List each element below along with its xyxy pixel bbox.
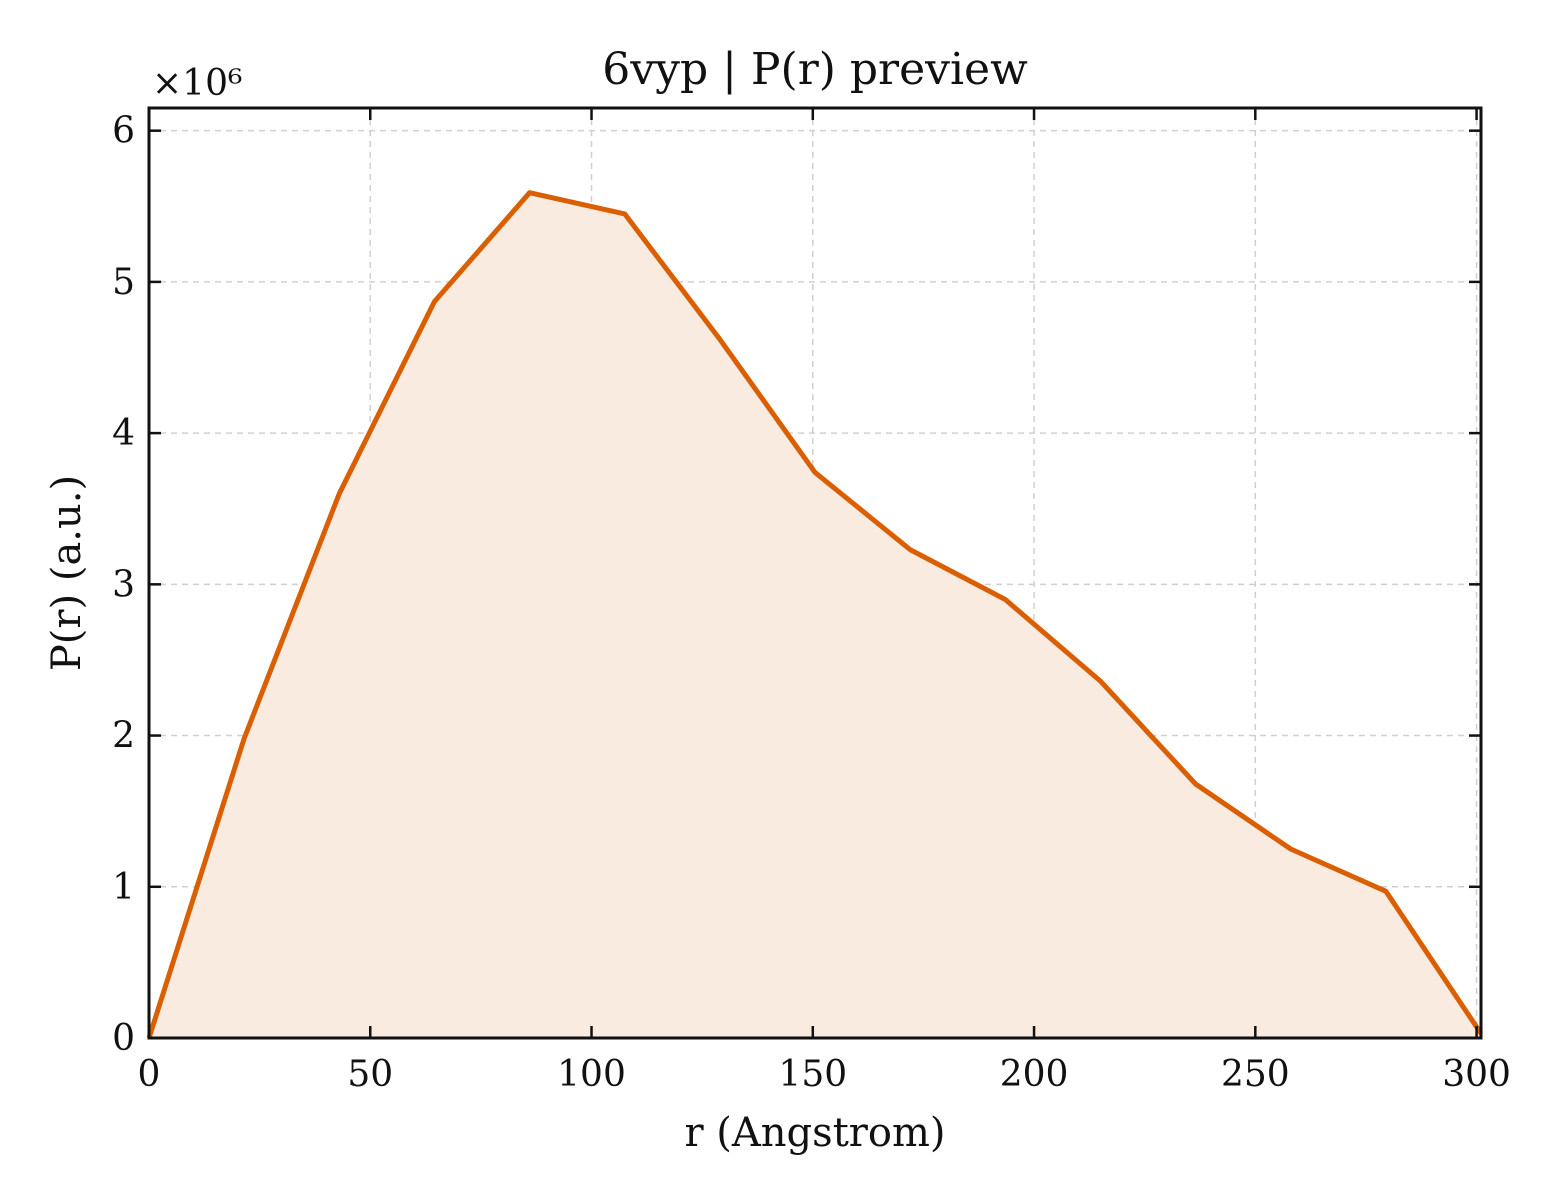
pr-area-fill xyxy=(149,192,1481,1038)
y-axis-multiplier: ×10⁶ xyxy=(152,63,242,104)
x-tick-label: 150 xyxy=(778,1054,847,1095)
y-tick-label: 0 xyxy=(112,1018,135,1059)
x-axis-label: r (Angstrom) xyxy=(684,1110,945,1156)
y-tick-label: 1 xyxy=(112,867,135,908)
x-tick-label: 200 xyxy=(1000,1054,1069,1095)
y-tick-label: 3 xyxy=(112,564,135,605)
y-tick-label: 5 xyxy=(112,262,135,303)
axis-ticks: 0 50 100 150 200 250 300 0 1 2 3 4 5 6 xyxy=(112,108,1511,1095)
y-tick-label: 6 xyxy=(112,111,135,152)
x-tick-label: 100 xyxy=(557,1054,626,1095)
chart-title: 6vyp | P(r) preview xyxy=(602,44,1028,95)
pr-series-line xyxy=(146,190,1484,1039)
x-tick-label: 50 xyxy=(347,1054,393,1095)
x-tick-label: 300 xyxy=(1442,1054,1511,1095)
x-tick-label: 0 xyxy=(138,1054,161,1095)
y-axis-label: P(r) (a.u.) xyxy=(44,475,90,671)
y-tick-label: 2 xyxy=(112,716,135,757)
x-tick-label: 250 xyxy=(1221,1054,1290,1095)
plot-frame xyxy=(147,106,1483,1040)
y-tick-label: 4 xyxy=(112,413,135,454)
